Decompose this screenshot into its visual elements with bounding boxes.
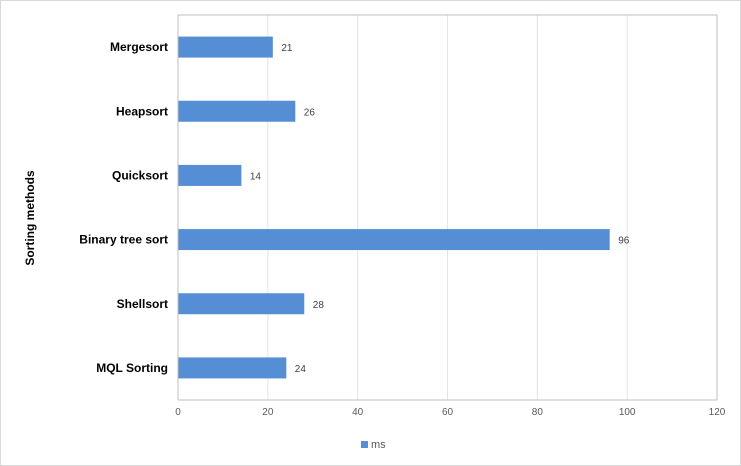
data-label: 28 (313, 300, 325, 311)
x-tick-label: 100 (619, 407, 636, 418)
category-labels: Mergesort Heapsort Quicksort Binary tree so… (79, 40, 168, 375)
category-label: Shellsort (117, 297, 168, 311)
legend-swatch (361, 441, 368, 448)
category-label: Heapsort (116, 104, 168, 118)
category-label: Mergesort (110, 40, 168, 54)
category-label: Quicksort (112, 168, 168, 182)
x-tick-label: 80 (532, 407, 544, 418)
x-tick-label: 40 (352, 407, 364, 418)
x-tick-label: 0 (175, 407, 181, 418)
bar (178, 229, 610, 251)
data-labels: 21 26 14 96 28 24 (250, 43, 630, 375)
data-label: 21 (281, 43, 293, 54)
data-label: 96 (618, 236, 630, 247)
bar (178, 36, 273, 58)
y-axis-title: Sorting methods (23, 170, 37, 266)
legend-label: ms (371, 439, 386, 451)
bar (178, 100, 296, 122)
bar (178, 293, 305, 315)
x-tick-label: 20 (262, 407, 274, 418)
category-label: Binary tree sort (79, 233, 168, 247)
legend: ms (361, 439, 386, 451)
x-tick-labels: 0 20 40 60 80 100 120 (175, 407, 726, 418)
data-label: 14 (250, 171, 262, 182)
x-tick-label: 60 (442, 407, 454, 418)
data-label: 24 (295, 364, 307, 375)
data-label: 26 (304, 107, 316, 118)
category-label: MQL Sorting (96, 361, 168, 375)
bar (178, 357, 287, 379)
bar (178, 164, 242, 186)
gridlines (177, 14, 718, 401)
x-tick-label: 120 (709, 407, 726, 418)
bars (178, 36, 610, 379)
